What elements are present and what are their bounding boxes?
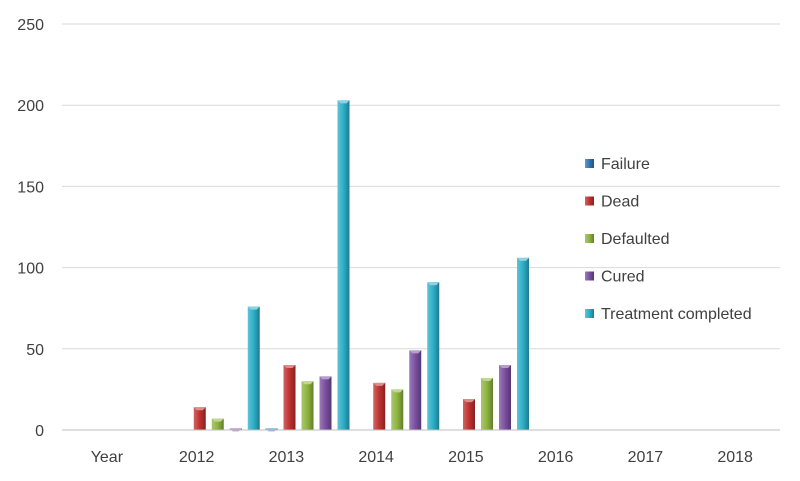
bar-cap (301, 381, 314, 385)
bar-dead-2015 (463, 399, 475, 430)
legend-label: Dead (601, 194, 639, 211)
bar-cap (481, 378, 493, 382)
y-axis-ticks: 0 50 100 150 200 250 (17, 17, 44, 440)
bar-defaulted-2013 (301, 381, 314, 430)
bar-cap (517, 257, 529, 261)
bar-cap (373, 382, 386, 386)
y-tick-label: 100 (17, 261, 44, 278)
legend-label: Treatment completed (601, 306, 752, 323)
legend-label: Defaulted (601, 231, 670, 248)
bar-cap (409, 350, 422, 354)
legend-label: Cured (601, 269, 645, 286)
x-tick-label: 2016 (538, 449, 574, 466)
bars (193, 100, 529, 432)
bar-cap (391, 389, 404, 393)
bar-cap (319, 376, 332, 380)
x-tick-label: 2017 (628, 449, 664, 466)
bar-cap (211, 418, 224, 422)
bar-cap (463, 399, 475, 403)
y-tick-label: 150 (17, 179, 44, 196)
bar-treatment-completed-2012 (247, 306, 260, 430)
legend-label: Failure (601, 156, 650, 173)
bar-defaulted-2015 (481, 378, 493, 430)
bar-cap (247, 306, 260, 310)
bar-cap (193, 407, 206, 411)
x-tick-label: 2012 (179, 449, 215, 466)
legend: Failure Dead Defaulted Cured Treatment compl… (585, 156, 752, 323)
bar-cap (283, 365, 296, 369)
x-tick-label: Year (91, 449, 124, 466)
bar-cap (427, 282, 440, 286)
bar-dead-2013 (283, 365, 296, 430)
bar-treatment-completed-2014 (427, 282, 440, 430)
bar-cap (337, 100, 350, 104)
x-tick-label: 2013 (269, 449, 305, 466)
bar-defaulted-2012 (211, 418, 224, 430)
x-tick-label: 2018 (717, 449, 753, 466)
legend-swatch (585, 159, 594, 168)
bar-treatment-completed-2015 (517, 257, 529, 430)
y-tick-label: 50 (26, 342, 44, 359)
gridlines (62, 23, 780, 350)
legend-swatch (585, 271, 594, 281)
bar-cured-2014 (409, 350, 422, 430)
bar-cap (499, 365, 511, 369)
y-tick-label: 250 (17, 17, 44, 34)
x-tick-label: 2014 (358, 449, 394, 466)
x-axis-ticks: Year 2012 2013 2014 2015 2016 2017 2018 (91, 449, 753, 466)
legend-swatch (585, 196, 594, 206)
x-tick-label: 2015 (448, 449, 484, 466)
y-tick-label: 200 (17, 98, 44, 115)
bar-dead-2012 (193, 407, 206, 430)
legend-swatch (585, 234, 594, 243)
bar-defaulted-2014 (391, 389, 404, 430)
bar-treatment-completed-2013 (337, 100, 350, 430)
bar-dead-2014 (373, 382, 386, 430)
bar-cured-2013 (319, 376, 332, 430)
bar-cured-2015 (499, 365, 511, 430)
legend-swatch (585, 309, 594, 318)
y-tick-label: 0 (35, 423, 44, 440)
